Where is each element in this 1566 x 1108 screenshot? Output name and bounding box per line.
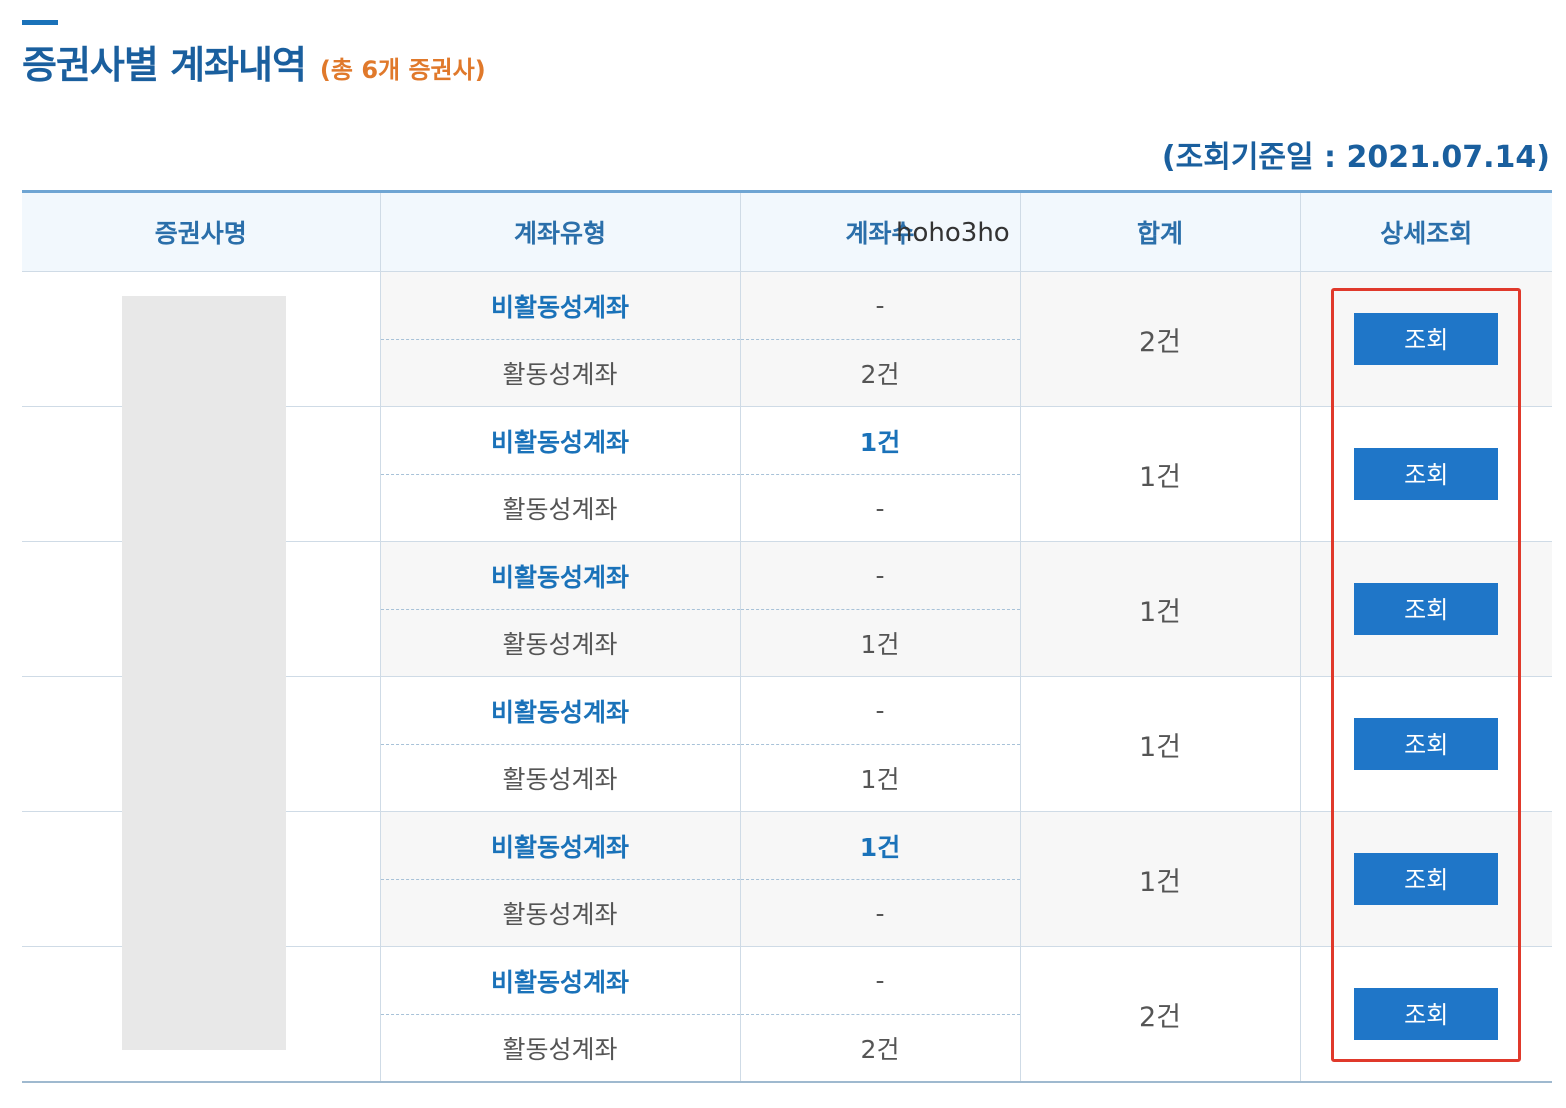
inactive-type-label[interactable]: 비활동성계좌 bbox=[490, 427, 629, 457]
total-cell: 1건 bbox=[1019, 676, 1300, 812]
inactive-type-label[interactable]: 비활동성계좌 bbox=[490, 967, 629, 997]
view-button[interactable]: 조회 bbox=[1354, 583, 1499, 635]
account-type-active: 활동성계좌 bbox=[379, 474, 740, 542]
detail-cell: 조회 bbox=[1299, 676, 1552, 812]
active-count: 2건 bbox=[860, 360, 900, 389]
view-button[interactable]: 조회 bbox=[1354, 853, 1499, 905]
table-row: 활동성계좌 2건 bbox=[22, 1014, 1552, 1083]
total-count: 1건 bbox=[1138, 866, 1182, 898]
page-header: 증권사별 계좌내역 (총 6개 증권사) bbox=[22, 34, 486, 89]
accounts-table: 증권사명 계좌유형 계좌수 합계 상세조회 비활동성계좌 -2건 조회 활동성계좌 2건… bbox=[22, 190, 1552, 1083]
table-row: 비활동성계좌 - 1건 조회 bbox=[22, 541, 1552, 677]
active-count: 1건 bbox=[860, 630, 900, 659]
active-count-cell: 2건 bbox=[739, 1014, 1020, 1083]
inactive-count: - bbox=[875, 966, 885, 995]
active-type-label: 활동성계좌 bbox=[502, 630, 618, 659]
inactive-count: - bbox=[875, 696, 885, 725]
total-count: 2건 bbox=[1138, 1001, 1182, 1033]
active-count: 1건 bbox=[860, 765, 900, 794]
inactive-count-cell: - bbox=[739, 676, 1020, 745]
inactive-count-cell: 1건 bbox=[739, 406, 1020, 475]
inactive-count: - bbox=[875, 291, 885, 320]
active-type-label: 활동성계좌 bbox=[502, 900, 618, 929]
active-count-cell: - bbox=[739, 879, 1020, 947]
column-header-total: 합계 bbox=[1019, 191, 1300, 272]
account-type-inactive[interactable]: 비활동성계좌 bbox=[379, 406, 740, 475]
active-count-cell: 1건 bbox=[739, 744, 1020, 812]
view-button[interactable]: 조회 bbox=[1354, 988, 1499, 1040]
page-title: 증권사별 계좌내역 bbox=[22, 43, 307, 87]
inactive-count-cell: - bbox=[739, 541, 1020, 610]
inactive-count: - bbox=[875, 561, 885, 590]
inactive-count[interactable]: 1건 bbox=[859, 832, 901, 862]
column-header-detail: 상세조회 bbox=[1299, 191, 1552, 272]
inactive-count[interactable]: 1건 bbox=[859, 427, 901, 457]
account-type-active: 활동성계좌 bbox=[379, 1014, 740, 1083]
column-header-account-type: 계좌유형 bbox=[379, 191, 740, 272]
active-type-label: 활동성계좌 bbox=[502, 765, 618, 794]
active-count: - bbox=[875, 898, 885, 928]
account-type-active: 활동성계좌 bbox=[379, 744, 740, 812]
account-type-active: 활동성계좌 bbox=[379, 339, 740, 407]
total-cell: 1건 bbox=[1019, 541, 1300, 677]
table-body: 비활동성계좌 -2건 조회 활동성계좌 2건 비활동성계좌 1건 1건 조회 활동성계좌 - 비활동성… bbox=[22, 271, 1552, 1083]
view-button[interactable]: 조회 bbox=[1354, 448, 1499, 500]
active-count: - bbox=[875, 493, 885, 523]
detail-cell: 조회 bbox=[1299, 541, 1552, 677]
account-type-active: 활동성계좌 bbox=[379, 609, 740, 677]
total-cell: 2건 bbox=[1019, 946, 1300, 1083]
inactive-type-label[interactable]: 비활동성계좌 bbox=[490, 832, 629, 862]
total-count: 1건 bbox=[1138, 461, 1182, 493]
redacted-firm-names bbox=[122, 296, 286, 1050]
inactive-type-label[interactable]: 비활동성계좌 bbox=[490, 697, 629, 727]
firm-count-label: (총 6개 증권사) bbox=[319, 56, 486, 84]
account-type-inactive[interactable]: 비활동성계좌 bbox=[379, 676, 740, 745]
inactive-count-cell: 1건 bbox=[739, 811, 1020, 880]
active-type-label: 활동성계좌 bbox=[502, 360, 618, 389]
active-count-cell: 1건 bbox=[739, 609, 1020, 677]
watermark-text: hoho3ho bbox=[896, 218, 1010, 248]
table-row: 활동성계좌 1건 bbox=[22, 744, 1552, 812]
total-count: 1건 bbox=[1138, 731, 1182, 763]
column-header-account-count: 계좌수 bbox=[739, 191, 1020, 272]
total-cell: 1건 bbox=[1019, 406, 1300, 542]
active-count: 2건 bbox=[860, 1035, 900, 1064]
account-type-inactive[interactable]: 비활동성계좌 bbox=[379, 541, 740, 610]
table-row: 활동성계좌 - bbox=[22, 474, 1552, 542]
total-count: 1건 bbox=[1138, 596, 1182, 628]
inactive-count-cell: - bbox=[739, 946, 1020, 1015]
total-cell: 1건 bbox=[1019, 811, 1300, 947]
total-cell: 2건 bbox=[1019, 271, 1300, 407]
account-type-inactive[interactable]: 비활동성계좌 bbox=[379, 811, 740, 880]
table-row: 활동성계좌 2건 bbox=[22, 339, 1552, 407]
detail-cell: 조회 bbox=[1299, 946, 1552, 1083]
account-type-active: 활동성계좌 bbox=[379, 879, 740, 947]
active-type-label: 활동성계좌 bbox=[502, 1035, 618, 1064]
active-count-cell: - bbox=[739, 474, 1020, 542]
detail-cell: 조회 bbox=[1299, 406, 1552, 542]
inactive-type-label[interactable]: 비활동성계좌 bbox=[490, 562, 629, 592]
inactive-count-cell: - bbox=[739, 271, 1020, 340]
table-header-row: 증권사명 계좌유형 계좌수 합계 상세조회 bbox=[22, 191, 1552, 272]
reference-date: (조회기준일 : 2021.07.14) bbox=[1161, 140, 1550, 175]
detail-cell: 조회 bbox=[1299, 811, 1552, 947]
active-count-cell: 2건 bbox=[739, 339, 1020, 407]
account-type-inactive[interactable]: 비활동성계좌 bbox=[379, 946, 740, 1015]
detail-cell: 조회 bbox=[1299, 271, 1552, 407]
total-count: 2건 bbox=[1138, 326, 1182, 358]
column-header-firm: 증권사명 bbox=[22, 191, 380, 272]
view-button[interactable]: 조회 bbox=[1354, 313, 1499, 365]
inactive-type-label[interactable]: 비활동성계좌 bbox=[490, 292, 629, 322]
active-type-label: 활동성계좌 bbox=[502, 495, 618, 524]
title-accent-bar bbox=[22, 20, 58, 25]
table-row: 활동성계좌 - bbox=[22, 879, 1552, 947]
account-type-inactive[interactable]: 비활동성계좌 bbox=[379, 271, 740, 340]
table-row: 활동성계좌 1건 bbox=[22, 609, 1552, 677]
view-button[interactable]: 조회 bbox=[1354, 718, 1499, 770]
